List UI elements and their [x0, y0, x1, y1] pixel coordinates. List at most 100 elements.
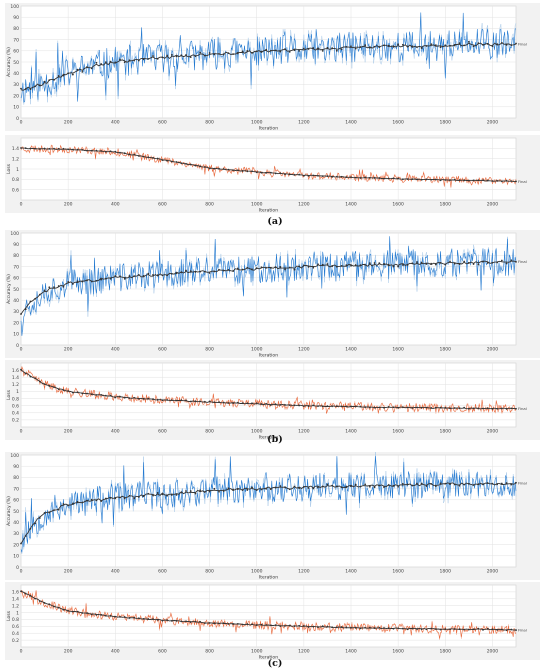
smoothed-point	[373, 486, 376, 489]
smoothed-point	[175, 619, 178, 622]
x-tick-label: 1600	[392, 347, 404, 353]
smoothed-point	[161, 159, 164, 162]
smoothed-point	[420, 406, 423, 409]
smoothed-point	[293, 404, 296, 407]
smoothed-point	[90, 498, 93, 501]
smoothed-point	[383, 177, 385, 180]
smoothed-point	[279, 172, 282, 175]
smoothed-point	[335, 265, 338, 268]
smoothed-point	[406, 628, 409, 631]
smoothed-point	[156, 57, 159, 60]
smoothed-point	[496, 483, 499, 486]
caption-c: (c)	[267, 658, 283, 669]
smoothed-point	[439, 482, 442, 485]
smoothed-point	[152, 398, 154, 401]
smoothed-point	[203, 270, 206, 273]
x-tick-label: 1000	[251, 120, 263, 126]
chart-a-accuracy: 0 10 20 30 40 50 60 70 80 90 100 0 200 400 600 800 1000 1…	[5, 3, 540, 131]
smoothed-point	[321, 405, 324, 408]
smoothed-point	[53, 286, 55, 289]
smoothed-point	[312, 174, 315, 177]
smoothed-point	[500, 41, 503, 44]
smoothed-point	[515, 407, 517, 410]
smoothed-point	[406, 483, 409, 486]
smoothed-point	[213, 401, 216, 404]
smoothed-point	[236, 267, 239, 270]
smoothed-point	[34, 85, 37, 88]
smoothed-point	[133, 59, 136, 62]
smoothed-point	[128, 397, 131, 400]
smoothed-point	[515, 180, 517, 183]
y-tick-label: 0.8	[12, 396, 19, 402]
smoothed-point	[246, 402, 249, 405]
x-tick-label: 400	[111, 347, 120, 353]
smoothed-point	[156, 157, 159, 160]
smoothed-point	[133, 396, 136, 399]
smoothed-point	[137, 496, 140, 498]
smoothed-point	[477, 407, 480, 410]
smoothed-point	[354, 483, 357, 486]
smoothed-point	[62, 74, 65, 77]
smoothed-point	[298, 49, 301, 52]
y-tick-label: 60	[13, 276, 19, 282]
panel-c: 0 10 20 30 40 50 60 70 80 90 100 0 200 400 600 800 1000 1…	[0, 450, 550, 672]
smoothed-point	[340, 48, 343, 51]
x-tick-label: 0	[20, 202, 23, 208]
smoothed-point	[293, 173, 296, 176]
smoothed-point	[312, 404, 315, 407]
smoothed-point	[368, 46, 371, 49]
smoothed-point	[227, 487, 230, 490]
smoothed-point	[161, 399, 164, 402]
smoothed-point	[364, 626, 367, 629]
smoothed-point	[156, 619, 159, 621]
smoothed-point	[350, 405, 352, 408]
smoothed-point	[477, 263, 480, 266]
smoothed-point	[302, 625, 305, 627]
smoothed-point	[71, 610, 74, 613]
smoothed-point	[463, 406, 466, 409]
smoothed-point	[236, 169, 239, 172]
smoothed-point	[359, 264, 362, 267]
smoothed-point	[218, 52, 220, 55]
smoothed-point	[53, 605, 55, 608]
smoothed-point	[420, 178, 423, 181]
smoothed-point	[213, 622, 216, 625]
y-tick-label: 30	[13, 82, 19, 88]
smoothed-point	[472, 407, 475, 410]
x-tick-label: 1800	[440, 120, 452, 126]
y-tick-label: 70	[13, 264, 19, 270]
smoothed-point	[175, 272, 178, 275]
smoothed-point	[86, 279, 88, 282]
smoothed-point	[147, 57, 150, 60]
smoothed-point	[317, 48, 319, 51]
smoothed-point	[123, 277, 126, 280]
smoothed-point	[321, 175, 324, 178]
smoothed-point	[128, 59, 131, 62]
smoothed-point	[100, 500, 103, 503]
smoothed-point	[166, 494, 169, 497]
x-tick-label: 800	[205, 649, 214, 655]
smoothed-point	[213, 167, 216, 170]
smoothed-point	[397, 265, 400, 268]
smoothed-point	[359, 46, 362, 48]
y-tick-label: 60	[13, 498, 19, 504]
x-tick-label: 1800	[440, 347, 452, 353]
y-tick-label: 70	[13, 486, 19, 492]
smoothed-point	[350, 485, 352, 488]
y-tick-label: 0.8	[12, 617, 19, 623]
smoothed-point	[307, 174, 310, 177]
smoothed-point	[114, 275, 117, 277]
y-tick-label: 90	[13, 242, 19, 248]
smoothed-point	[57, 606, 60, 609]
smoothed-point	[170, 620, 173, 622]
smoothed-point	[463, 628, 466, 631]
smoothed-point	[434, 406, 437, 409]
smoothed-point	[29, 147, 32, 150]
smoothed-point	[95, 394, 98, 396]
smoothed-point	[425, 263, 428, 265]
smoothed-point	[486, 407, 489, 410]
smoothed-point	[434, 178, 437, 181]
smoothed-point	[416, 406, 418, 409]
smoothed-point	[279, 265, 282, 268]
smoothed-point	[208, 622, 211, 624]
